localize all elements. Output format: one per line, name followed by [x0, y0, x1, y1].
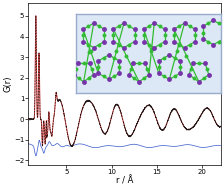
X-axis label: r / Å: r / Å [116, 176, 133, 186]
Y-axis label: G(r): G(r) [4, 76, 13, 92]
